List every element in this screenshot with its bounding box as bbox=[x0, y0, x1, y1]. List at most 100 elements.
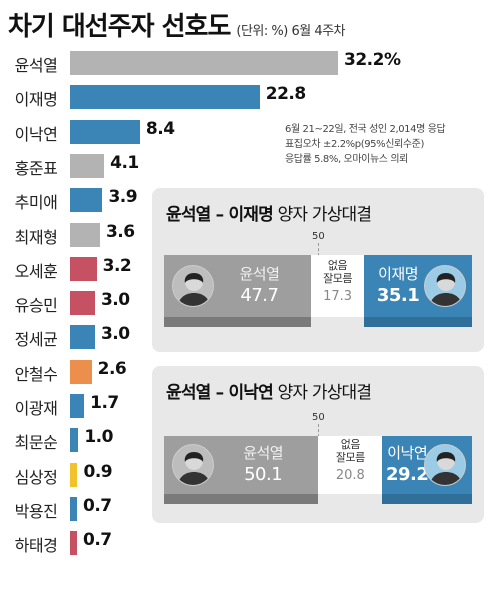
bar-row: 안철수 2.6 bbox=[0, 355, 480, 389]
category-label: 하태경 bbox=[14, 536, 58, 556]
category-label: 최재형 bbox=[14, 227, 58, 247]
chart-title: 차기 대선주자 선호도 bbox=[8, 12, 231, 42]
value-label: 1.7 bbox=[90, 393, 119, 413]
bar bbox=[70, 222, 100, 247]
bar bbox=[70, 119, 140, 144]
chart-subtitle: (단위: %) 6월 4주차 bbox=[236, 24, 346, 39]
bar bbox=[70, 462, 78, 487]
value-label: 0.7 bbox=[83, 530, 112, 551]
candidate-photo bbox=[172, 444, 214, 486]
bar-row: 최재형 3.6 bbox=[0, 218, 480, 252]
bar-row: 최문순 1.0 bbox=[0, 423, 480, 457]
midpoint-label: 50 bbox=[312, 412, 325, 423]
undecided-value: 20.8 bbox=[335, 468, 365, 483]
category-label: 안철수 bbox=[14, 364, 58, 384]
category-label: 홍준표 bbox=[14, 158, 58, 178]
bar-row: 윤석열 32.2% bbox=[0, 46, 480, 80]
category-label: 정세균 bbox=[14, 330, 58, 350]
value-label: 32.2% bbox=[344, 50, 401, 70]
category-label: 추미애 bbox=[14, 193, 58, 213]
bar bbox=[70, 153, 105, 178]
bar-row: 하태경 0.7 bbox=[0, 526, 480, 560]
value-label: 2.6 bbox=[97, 358, 127, 379]
value-label: 3.0 bbox=[100, 290, 130, 311]
category-label: 윤석열 bbox=[14, 56, 58, 75]
chart-header: 차기 대선주자 선호도 (단위: %) 6월 4주차 bbox=[8, 6, 346, 42]
bar bbox=[70, 496, 77, 521]
right-candidate-name: 이재명 bbox=[378, 265, 419, 283]
bar bbox=[70, 359, 92, 384]
undecided-segment: 없음 잘모름 20.8 bbox=[318, 436, 383, 494]
candidate-photo bbox=[423, 265, 466, 307]
survey-note-line: 6월 21~22일, 전국 성인 2,014명 응답 bbox=[285, 124, 446, 135]
bar-chart: 윤석열 32.2% 이재명 22.8 이낙연 8.4 홍준표 4.1 추미애 3.9 최재형 3.6 오… bbox=[0, 46, 480, 586]
bar bbox=[70, 51, 338, 75]
panel-title-rest: 양자 가상대결 bbox=[272, 205, 372, 225]
right-candidate-value: 35.1 bbox=[376, 285, 420, 306]
panel-title: 윤석열 – 이낙연 양자 가상대결 bbox=[166, 378, 372, 403]
bar bbox=[70, 85, 260, 110]
bar-row: 유승민 3.0 bbox=[0, 286, 480, 320]
category-label: 유승민 bbox=[14, 296, 58, 316]
category-label: 오세훈 bbox=[14, 261, 58, 281]
bar-row: 박용진 0.7 bbox=[0, 492, 480, 526]
left-candidate-value: 50.1 bbox=[244, 464, 283, 485]
category-label: 이광재 bbox=[14, 399, 58, 418]
right-footer-bar bbox=[382, 494, 472, 504]
bar-row: 이낙연 8.4 bbox=[0, 115, 480, 149]
bar-row: 이광재 1.7 bbox=[0, 389, 480, 423]
value-label: 3.6 bbox=[105, 221, 135, 242]
value-label: 3.2 bbox=[102, 255, 132, 276]
matchup-panel: 윤석열 – 이낙연 양자 가상대결 50 윤석열 50.1 없음 잘모름 20.8 이낙연 2… bbox=[152, 366, 484, 523]
right-candidate-segment: 이재명 35.1 bbox=[364, 255, 472, 317]
category-label: 심상정 bbox=[14, 467, 58, 487]
bar-row: 정세균 3.0 bbox=[0, 320, 480, 354]
candidate-photo bbox=[172, 265, 214, 307]
left-footer-bar bbox=[164, 317, 311, 327]
midpoint-label: 50 bbox=[312, 231, 325, 242]
survey-note: 6월 21~22일, 전국 성인 2,014명 응답 표집오차 ±2.2%p(9… bbox=[285, 122, 485, 167]
value-label: 0.9 bbox=[83, 461, 113, 482]
right-candidate-value: 29.2 bbox=[385, 464, 429, 485]
matchup-panel: 윤석열 – 이재명 양자 가상대결 50 윤석열 47.7 없음 잘모름 17.3 이재명 3… bbox=[152, 188, 484, 352]
value-label: 4.1 bbox=[110, 152, 139, 173]
category-label: 이낙연 bbox=[14, 124, 58, 144]
value-label: 8.4 bbox=[145, 118, 175, 139]
category-label: 최문순 bbox=[14, 433, 58, 453]
value-label: 3.9 bbox=[108, 187, 138, 208]
panel-title-bold: 윤석열 – 이재명 bbox=[166, 205, 274, 225]
right-candidate-name: 이낙연 bbox=[387, 444, 428, 462]
left-candidate-segment: 윤석열 50.1 bbox=[164, 436, 319, 494]
panel-title-bold: 윤석열 – 이낙연 bbox=[166, 383, 274, 403]
right-candidate-segment: 이낙연 29.2 bbox=[382, 436, 472, 494]
left-candidate-segment: 윤석열 47.7 bbox=[164, 255, 311, 317]
undecided-label: 없음 잘모름 bbox=[335, 438, 365, 464]
left-candidate-value: 47.7 bbox=[240, 285, 279, 306]
bar-row: 심상정 0.9 bbox=[0, 458, 480, 492]
bar bbox=[70, 256, 97, 281]
bar bbox=[70, 428, 79, 453]
left-candidate-name: 윤석열 bbox=[243, 444, 284, 462]
value-label: 3.0 bbox=[100, 324, 130, 345]
bar-row: 오세훈 3.2 bbox=[0, 252, 480, 286]
candidate-photo bbox=[423, 444, 466, 486]
left-candidate-name: 윤석열 bbox=[239, 265, 280, 283]
panel-title: 윤석열 – 이재명 양자 가상대결 bbox=[166, 200, 372, 225]
bar-row: 추미애 3.9 bbox=[0, 183, 480, 217]
bar bbox=[70, 188, 103, 213]
right-footer-bar bbox=[364, 317, 472, 327]
bar-row: 이재명 22.8 bbox=[0, 80, 480, 114]
left-footer-bar bbox=[164, 494, 319, 504]
category-label: 박용진 bbox=[14, 501, 58, 521]
bar bbox=[70, 325, 95, 350]
bar bbox=[70, 531, 77, 556]
bar bbox=[70, 394, 85, 418]
value-label: 0.7 bbox=[83, 495, 112, 516]
value-label: 1.0 bbox=[84, 427, 113, 448]
undecided-segment: 없음 잘모름 17.3 bbox=[310, 255, 365, 317]
survey-note-line: 응답률 5.8%, 오마이뉴스 의뢰 bbox=[285, 154, 408, 165]
bar-row: 홍준표 4.1 bbox=[0, 149, 480, 183]
undecided-value: 17.3 bbox=[323, 289, 353, 304]
survey-note-line: 표집오차 ±2.2%p(95%신뢰수준) bbox=[285, 139, 424, 150]
value-label: 22.8 bbox=[265, 84, 306, 105]
